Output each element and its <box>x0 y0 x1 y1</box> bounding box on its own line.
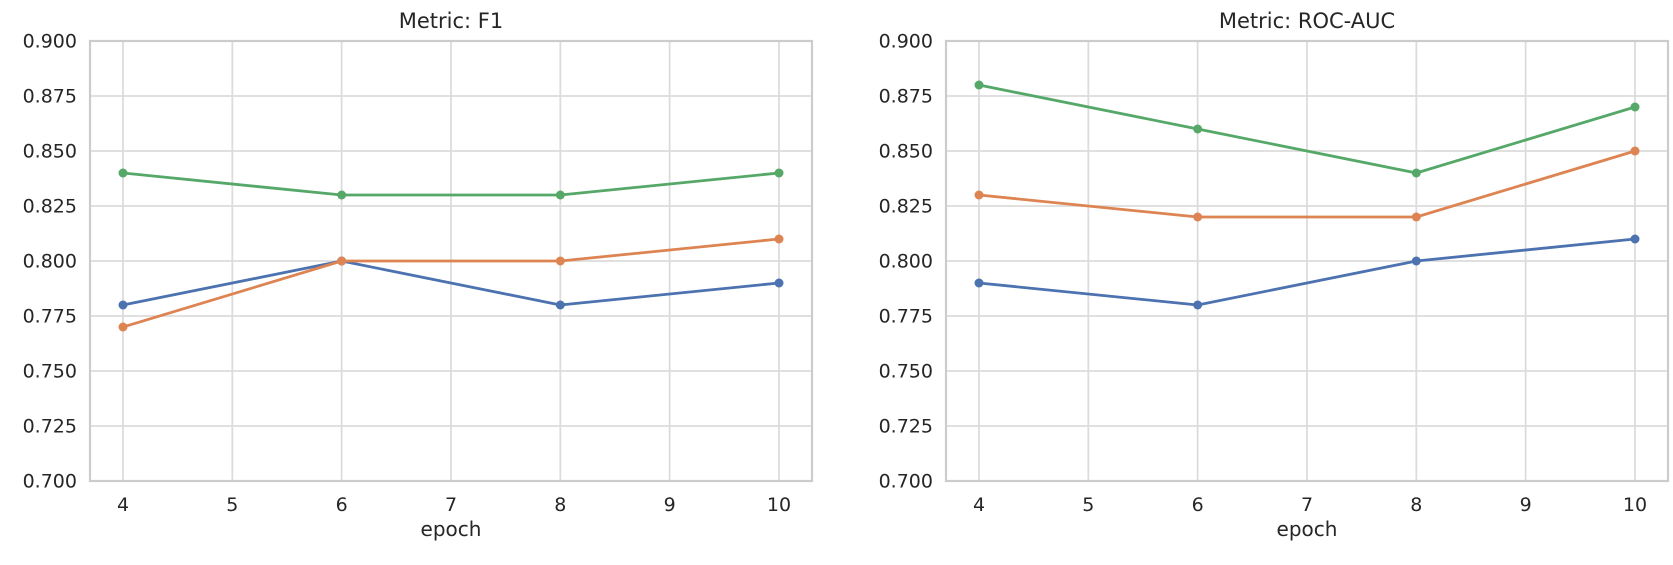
y-tick-label: 0.775 <box>879 306 933 328</box>
blue-series-marker <box>555 300 565 310</box>
x-tick-label: 7 <box>445 494 457 516</box>
x-tick-label: 6 <box>336 494 348 516</box>
y-tick-label: 0.800 <box>879 251 933 273</box>
chart-0: 0.700 0.725 0.750 0.775 0.800 0.825 0.850 0.875… <box>23 31 814 516</box>
blue-series-marker <box>118 300 128 310</box>
y-tick-label: 0.825 <box>879 196 933 218</box>
y-tick-label: 0.750 <box>23 361 77 383</box>
y-tick-label: 0.775 <box>23 306 77 328</box>
green-series-marker <box>974 80 984 90</box>
blue-series-marker <box>1630 234 1640 244</box>
blue-series-marker <box>974 278 984 288</box>
orange-series-marker <box>974 190 984 200</box>
orange-series-marker <box>118 322 128 332</box>
chart-title-f1: Metric: F1 <box>398 9 504 33</box>
blue-series-marker <box>1411 256 1421 266</box>
chart-1: 0.700 0.725 0.750 0.775 0.800 0.825 0.850 0.875… <box>879 31 1670 516</box>
blue-series-marker <box>774 278 784 288</box>
y-tick-label: 0.850 <box>879 141 933 163</box>
y-tick-label: 0.850 <box>23 141 77 163</box>
orange-series-marker <box>774 234 784 244</box>
green-series-marker <box>774 168 784 178</box>
axes-spines <box>88 39 814 483</box>
x-tick-label: 8 <box>1410 494 1422 516</box>
x-tick-label: 9 <box>664 494 676 516</box>
orange-series-marker <box>555 256 565 266</box>
green-series-marker <box>1411 168 1421 178</box>
x-tick-label: 9 <box>1520 494 1532 516</box>
chart-title-roc-auc: Metric: ROC-AUC <box>1218 9 1396 33</box>
green-series-line <box>977 83 1637 175</box>
x-tick-label: 10 <box>1623 494 1647 516</box>
x-tick-label: 6 <box>1192 494 1204 516</box>
x-axis-label-roc-auc: epoch <box>1276 517 1338 541</box>
green-series-marker <box>118 168 128 178</box>
x-tick-label: 4 <box>973 494 985 516</box>
x-axis-label-f1: epoch <box>420 517 482 541</box>
y-tick-label: 0.700 <box>23 471 77 493</box>
orange-series-marker <box>1411 212 1421 222</box>
orange-series-marker <box>1630 146 1640 156</box>
x-tick-label: 10 <box>767 494 791 516</box>
x-tick-label: 7 <box>1301 494 1313 516</box>
blue-series-line <box>977 237 1637 307</box>
y-tick-label: 0.725 <box>23 416 77 438</box>
y-tick-label: 0.900 <box>23 31 77 53</box>
y-tick-label: 0.875 <box>23 86 77 108</box>
x-tick-label: 5 <box>226 494 238 516</box>
green-series-marker <box>1630 102 1640 112</box>
x-tick-label: 8 <box>554 494 566 516</box>
y-tick-label: 0.725 <box>879 416 933 438</box>
axes-spines <box>944 39 1670 483</box>
green-series-marker <box>1193 124 1203 134</box>
orange-series-marker <box>337 256 347 266</box>
blue-series-marker <box>1193 300 1203 310</box>
x-tick-label: 4 <box>117 494 129 516</box>
blue-series-line <box>121 259 781 307</box>
green-series-line <box>121 171 781 197</box>
orange-series-line <box>977 149 1637 219</box>
orange-series-marker <box>1193 212 1203 222</box>
y-tick-label: 0.875 <box>879 86 933 108</box>
orange-series-line <box>121 237 781 329</box>
green-series-marker <box>555 190 565 200</box>
y-tick-label: 0.750 <box>879 361 933 383</box>
x-tick-label: 5 <box>1082 494 1094 516</box>
y-tick-label: 0.800 <box>23 251 77 273</box>
y-tick-label: 0.825 <box>23 196 77 218</box>
green-series-marker <box>337 190 347 200</box>
y-tick-label: 0.900 <box>879 31 933 53</box>
y-tick-label: 0.700 <box>879 471 933 493</box>
